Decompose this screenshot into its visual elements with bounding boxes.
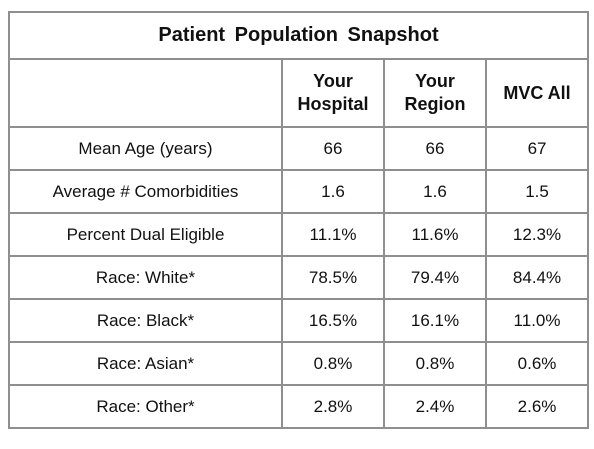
header-corner (8, 58, 283, 128)
data-row: Race: Other* 2.8% 2.4% 2.6% (8, 384, 590, 429)
row-label: Average # Comorbidities (8, 169, 283, 214)
cell-value: 1.6 (281, 169, 385, 214)
cell-value: 1.5 (484, 169, 590, 214)
data-row: Race: Black* 16.5% 16.1% 11.0% (8, 298, 590, 343)
data-row: Average # Comorbidities 1.6 1.6 1.5 (8, 169, 590, 214)
title-row: Patient Population Snapshot (7, 11, 590, 60)
data-row: Race: Asian* 0.8% 0.8% 0.6% (8, 341, 590, 386)
cell-value: 0.8% (281, 341, 385, 386)
cell-value: 0.6% (484, 341, 590, 386)
snapshot-table: Patient Population Snapshot Your Hospita… (7, 11, 590, 429)
row-label: Race: Black* (8, 298, 283, 343)
cell-value: 11.6% (383, 212, 487, 257)
cell-value: 16.1% (383, 298, 487, 343)
cell-value: 1.6 (383, 169, 487, 214)
cell-value: 84.4% (484, 255, 590, 300)
cell-value: 2.8% (281, 384, 385, 429)
data-row: Percent Dual Eligible 11.1% 11.6% 12.3% (8, 212, 590, 257)
cell-value: 2.6% (484, 384, 590, 429)
cell-value: 11.1% (281, 212, 385, 257)
cell-value: 66 (383, 126, 487, 171)
row-label: Percent Dual Eligible (8, 212, 283, 257)
cell-value: 66 (281, 126, 385, 171)
cell-value: 16.5% (281, 298, 385, 343)
row-label: Race: Asian* (8, 341, 283, 386)
cell-value: 67 (484, 126, 590, 171)
cell-value: 0.8% (383, 341, 487, 386)
data-row: Race: White* 78.5% 79.4% 84.4% (8, 255, 590, 300)
column-header: Your Hospital (281, 58, 385, 128)
table-title: Patient Population Snapshot (7, 11, 590, 60)
cell-value: 2.4% (383, 384, 487, 429)
table-body: Patient Population Snapshot Your Hospita… (7, 11, 590, 429)
column-header: MVC All (484, 58, 590, 128)
data-row: Mean Age (years) 66 66 67 (8, 126, 590, 171)
row-label: Race: Other* (8, 384, 283, 429)
cell-value: 11.0% (484, 298, 590, 343)
cell-value: 78.5% (281, 255, 385, 300)
row-label: Mean Age (years) (8, 126, 283, 171)
column-header: Your Region (383, 58, 487, 128)
cell-value: 79.4% (383, 255, 487, 300)
cell-value: 12.3% (484, 212, 590, 257)
header-row: Your Hospital Your Region MVC All (8, 58, 590, 128)
row-label: Race: White* (8, 255, 283, 300)
